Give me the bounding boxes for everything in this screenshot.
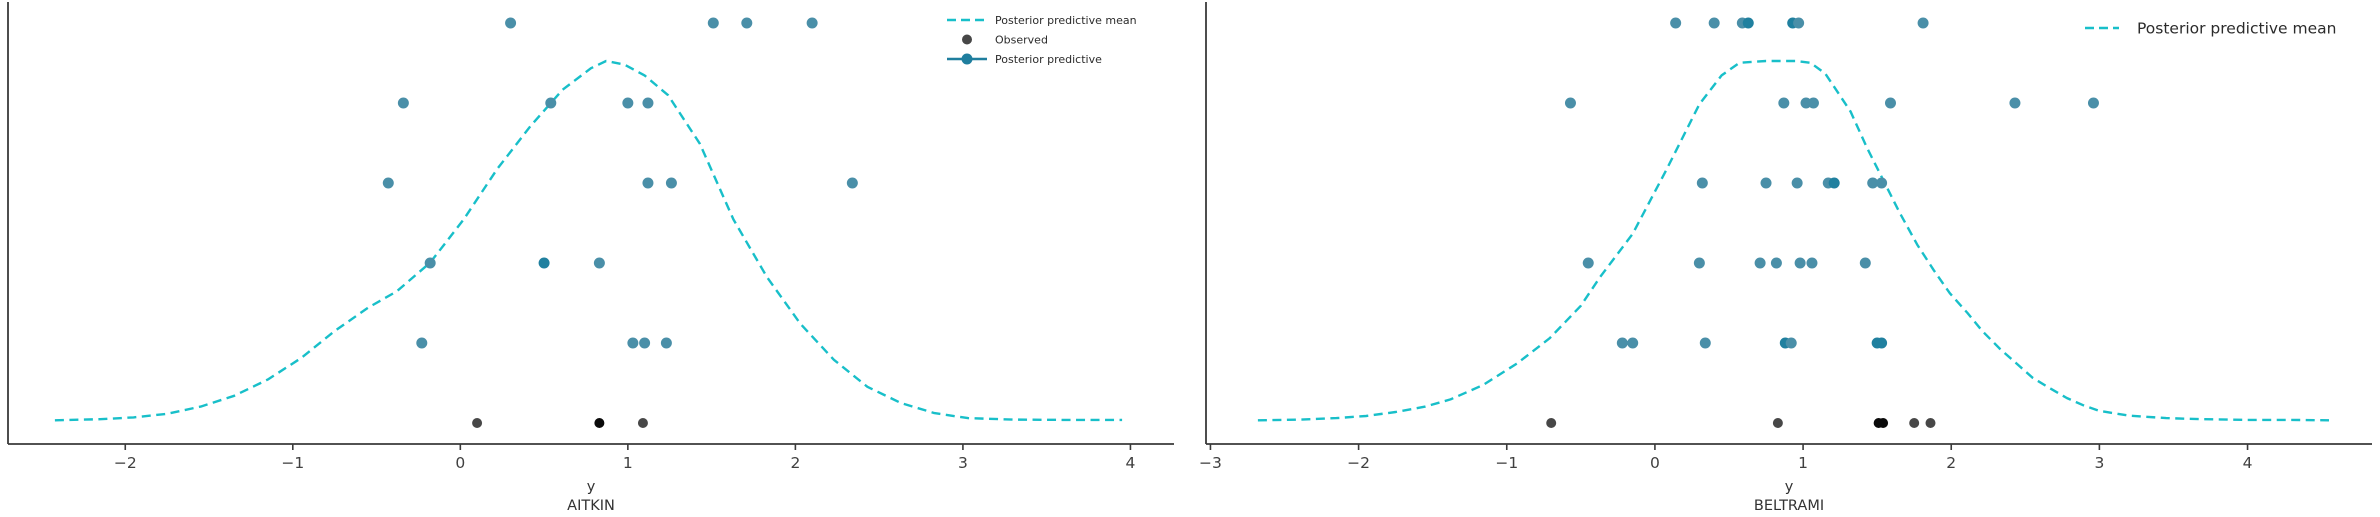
pp-point [1742,17,1754,29]
pp-point [382,177,394,189]
pp-point [2009,97,2021,109]
observed-point [1772,418,1783,428]
pp-point [1760,177,1772,189]
legend-observed-dot-marker [962,34,972,45]
aitkin-plot-canvas: −2 −1 0 1 2 3 4 y AITKIN Posterior predictive mea… [7,2,1174,514]
legend-label: Posterior predictive [995,53,1102,66]
pp-point [1806,257,1818,269]
x-axis-label: y [587,479,596,495]
pp-point [1670,17,1682,29]
x-tick-label: 4 [2243,454,2253,472]
observed-point [637,418,648,428]
x-tick-label: 3 [958,454,968,472]
beltrami-plot-canvas: −3 −2 −1 0 1 2 3 4 y BELTRAMI Posterior predictive… [1199,2,2372,514]
pp-point [2087,97,2099,109]
panel-label: AITKIN [567,498,615,514]
pp-point [1699,337,1711,349]
pp-point [1778,97,1790,109]
pp-point [622,97,634,109]
pp-point [1884,97,1896,109]
observed-point [1925,418,1936,428]
observed-point [1878,418,1889,428]
x-tick-label: −2 [1347,454,1370,472]
pp-point [1627,337,1639,349]
x-tick-label: −3 [1199,454,1222,472]
x-axis-label: y [1785,479,1794,495]
pp-point [639,337,651,349]
pp-point [1693,257,1705,269]
pp-point [660,337,672,349]
pp-point [1564,97,1576,109]
pp-point [1696,177,1708,189]
pp-point [505,17,517,29]
pp-point [1859,257,1871,269]
pp-point [1785,337,1797,349]
pp-point [1794,257,1806,269]
pp-point [545,97,557,109]
x-tick-label: 0 [455,454,465,472]
pp-point [424,257,436,269]
pp-point [627,337,639,349]
legend-label: Posterior predictive mean [995,14,1137,27]
pp-point [416,337,428,349]
pp-point [1754,257,1766,269]
pp-point [642,97,654,109]
x-tick-label: 3 [2094,454,2104,472]
pp-point [846,177,858,189]
pp-point [593,257,605,269]
pp-point [1582,257,1594,269]
x-tick-label: −1 [1495,454,1518,472]
pp-point [707,17,719,29]
x-tick-label: 2 [790,454,800,472]
posterior-predictive-mean-curve [54,59,1123,422]
pp-point [1917,17,1929,29]
pp-point [1770,257,1782,269]
pp-point [1876,337,1888,349]
pp-point [1876,177,1888,189]
pp-point [1807,97,1819,109]
x-tick-label: 0 [1650,454,1660,472]
subplot-beltrami: −3 −2 −1 0 1 2 3 4 y BELTRAMI Posterior predictive… [1190,0,2380,517]
legend-line-dot-marker [961,53,973,65]
observed-point [1909,418,1920,428]
x-tick-label: −2 [114,454,137,472]
x-tick-label: 1 [623,454,633,472]
pp-point [741,17,753,29]
x-tick-label: 2 [1946,454,1956,472]
observed-point [594,418,605,428]
observed-point [1546,418,1557,428]
pp-point [1828,177,1840,189]
pp-point [1791,177,1803,189]
pp-point [806,17,818,29]
x-tick-label: 1 [1798,454,1808,472]
pp-point [1708,17,1720,29]
observed-point [472,418,483,428]
pp-point [665,177,677,189]
panel-label: BELTRAMI [1754,498,1824,514]
x-tick-label: −1 [281,454,304,472]
pp-point [538,257,550,269]
pp-point [642,177,654,189]
posterior-predictive-mean-curve [1257,59,2330,422]
pp-point [1616,337,1628,349]
pp-point [1867,177,1879,189]
x-tick-label: 4 [1126,454,1136,472]
pp-point [1793,17,1805,29]
legend-label: Observed [995,33,1048,46]
legend-label: Posterior predictive mean [2137,20,2336,38]
subplot-aitkin: −2 −1 0 1 2 3 4 y AITKIN Posterior predictive mea… [7,2,1174,514]
pp-point [397,97,409,109]
